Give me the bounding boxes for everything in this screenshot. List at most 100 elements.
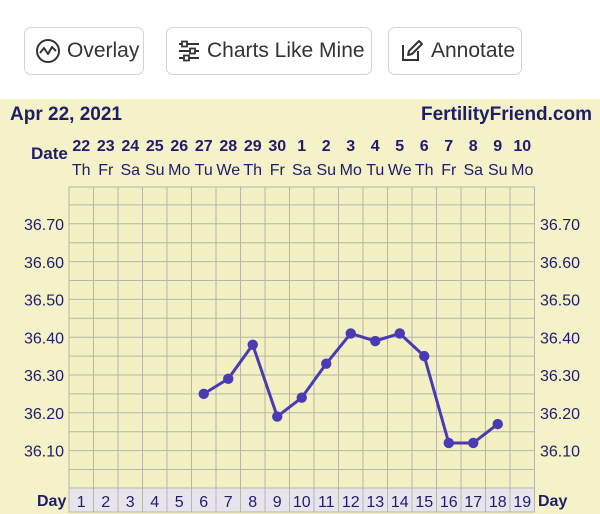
weekday-tick-label: Su xyxy=(316,162,336,179)
charts-like-mine-label: Charts Like Mine xyxy=(207,39,365,62)
cycle-day-label: 2 xyxy=(101,494,110,511)
weekday-tick-label: Tu xyxy=(195,162,213,179)
date-tick-label: 29 xyxy=(244,138,262,155)
date-tick-label: 22 xyxy=(72,138,90,155)
weekday-tick-label: Fr xyxy=(270,162,286,179)
cycle-day-label: 10 xyxy=(293,494,311,511)
y-tick-label-left: 36.40 xyxy=(24,330,64,347)
cycle-day-label: 17 xyxy=(464,494,482,511)
weekday-tick-label: Sa xyxy=(292,162,312,179)
cycle-day-label: 16 xyxy=(440,494,458,511)
site-name: FertilityFriend.com xyxy=(420,104,592,125)
temperature-point xyxy=(223,373,234,384)
cycle-day-label: 6 xyxy=(199,494,208,511)
date-tick-label: 30 xyxy=(268,138,286,155)
weekday-tick-label: Mo xyxy=(168,162,190,179)
weekday-tick-label: Sa xyxy=(463,162,483,179)
day-row-label-right: Day xyxy=(538,493,567,510)
overlay-wave-icon xyxy=(35,38,61,64)
temperature-point xyxy=(198,388,209,400)
date-tick-label: 1 xyxy=(297,138,306,155)
date-tick-label: 26 xyxy=(170,138,188,155)
day-row-background xyxy=(68,487,535,513)
y-tick-label-right: 36.50 xyxy=(540,293,580,310)
date-tick-label: 5 xyxy=(395,138,404,155)
y-tick-label-left: 36.60 xyxy=(24,255,64,272)
weekday-tick-label: Th xyxy=(243,162,262,179)
weekday-tick-label: Th xyxy=(415,162,434,179)
cycle-day-label: 1 xyxy=(77,494,86,511)
cycle-day-label: 11 xyxy=(318,494,335,511)
date-tick-label: 28 xyxy=(219,138,237,155)
cycle-day-label: 9 xyxy=(273,494,282,511)
cycle-day-label: 12 xyxy=(342,494,360,511)
temperature-point xyxy=(272,411,283,422)
y-tick-label-left: 36.30 xyxy=(24,368,64,385)
date-tick-label: 6 xyxy=(420,138,429,155)
date-tick-label: 9 xyxy=(493,138,502,155)
date-tick-label: 2 xyxy=(322,138,331,155)
y-tick-label-right: 36.20 xyxy=(540,406,580,423)
cycle-day-label: 8 xyxy=(248,494,257,511)
date-tick-label: 3 xyxy=(346,138,355,155)
date-tick-label: 25 xyxy=(146,138,164,155)
cycle-day-label: 18 xyxy=(489,494,507,511)
date-tick-label: 7 xyxy=(444,138,453,155)
date-tick-label: 4 xyxy=(371,138,380,155)
temperature-point xyxy=(296,392,307,403)
weekday-tick-label: Tu xyxy=(366,162,384,179)
annotate-button[interactable]: Annotate xyxy=(388,27,522,75)
y-tick-label-left: 36.50 xyxy=(24,293,64,310)
charts-like-mine-button[interactable]: Charts Like Mine xyxy=(166,27,372,75)
cycle-day-label: 19 xyxy=(513,494,531,511)
date-tick-label: 23 xyxy=(97,138,115,155)
y-tick-label-right: 36.10 xyxy=(540,444,580,461)
overlay-label: Overlay xyxy=(67,39,140,62)
y-tick-label-right: 36.70 xyxy=(540,217,580,234)
temperature-point xyxy=(492,418,503,430)
weekday-tick-label: Su xyxy=(488,162,508,179)
weekday-tick-label: Fr xyxy=(441,162,457,179)
cycle-day-label: 7 xyxy=(224,494,233,511)
date-tick-label: 10 xyxy=(513,138,531,155)
y-tick-label-left: 36.70 xyxy=(24,217,64,234)
weekday-tick-label: Th xyxy=(72,162,91,179)
weekday-tick-label: Su xyxy=(145,162,165,179)
y-tick-label-right: 36.30 xyxy=(540,368,580,385)
temperature-point xyxy=(247,339,258,350)
weekday-tick-label: Sa xyxy=(120,162,140,179)
weekday-tick-label: We xyxy=(216,162,240,179)
edit-pencil-icon xyxy=(399,38,425,64)
cycle-day-label: 5 xyxy=(175,494,184,511)
chart-date: Apr 22, 2021 xyxy=(10,104,122,125)
weekday-tick-label: Mo xyxy=(511,162,533,179)
date-tick-label: 8 xyxy=(469,138,478,155)
day-row-label-left: Day xyxy=(37,493,66,510)
temperature-point xyxy=(419,350,430,362)
y-tick-label-left: 36.20 xyxy=(24,406,64,423)
overlay-button[interactable]: Overlay xyxy=(24,27,144,75)
y-tick-label-right: 36.60 xyxy=(540,255,580,272)
annotate-label: Annotate xyxy=(431,39,516,62)
date-tick-label: 24 xyxy=(121,138,139,155)
temperature-point xyxy=(443,437,454,449)
cycle-day-label: 13 xyxy=(366,494,384,511)
date-row-label: Date xyxy=(31,144,68,163)
cycle-day-label: 3 xyxy=(126,494,135,511)
weekday-tick-label: Fr xyxy=(98,162,114,179)
y-tick-label-right: 36.40 xyxy=(540,330,580,347)
weekday-tick-label: Mo xyxy=(340,162,362,179)
weekday-tick-label: We xyxy=(388,162,412,179)
y-tick-label-left: 36.10 xyxy=(24,444,64,461)
cycle-day-label: 4 xyxy=(150,494,159,511)
cycle-day-label: 14 xyxy=(391,494,409,511)
temperature-point xyxy=(394,328,405,339)
temperature-point xyxy=(370,335,381,347)
temperature-point xyxy=(345,328,356,339)
date-tick-label: 27 xyxy=(195,138,213,155)
temperature-point xyxy=(468,437,479,449)
cycle-day-label: 15 xyxy=(415,494,433,511)
sliders-icon xyxy=(177,40,201,62)
temperature-point xyxy=(321,358,332,369)
